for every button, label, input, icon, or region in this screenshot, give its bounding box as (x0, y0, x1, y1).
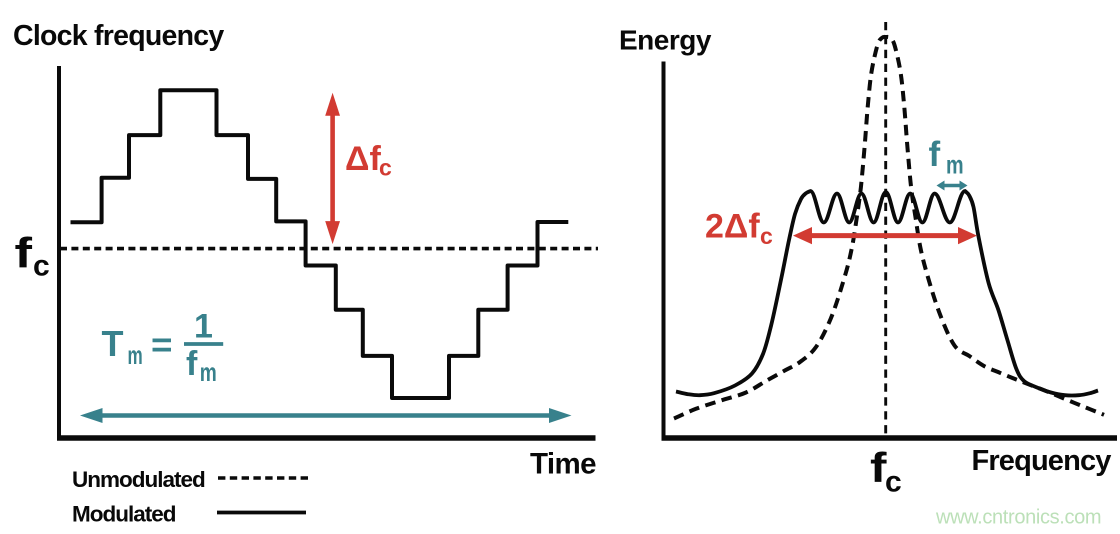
svg-text:Modulated: Modulated (72, 501, 176, 526)
svg-text:Δf: Δf (345, 140, 381, 178)
svg-text:Frequency: Frequency (972, 445, 1112, 477)
svg-text:f: f (15, 230, 33, 278)
svg-text:=: = (151, 327, 173, 365)
svg-text:f: f (186, 345, 198, 383)
svg-text:Clock frequency: Clock frequency (13, 20, 224, 52)
svg-text:T: T (102, 323, 124, 364)
svg-text:Energy: Energy (619, 25, 712, 56)
svg-text:f: f (929, 135, 941, 174)
svg-text:www.cntronics.com: www.cntronics.com (935, 507, 1101, 529)
svg-text:m: m (946, 150, 964, 180)
svg-text:m: m (128, 340, 143, 370)
svg-text:Time: Time (530, 448, 596, 481)
svg-text:Unmodulated: Unmodulated (72, 467, 205, 492)
svg-text:c: c (885, 466, 902, 499)
svg-text:1: 1 (194, 307, 213, 345)
svg-text:c: c (379, 155, 392, 181)
svg-text:c: c (33, 250, 50, 283)
svg-text:f: f (870, 444, 888, 491)
svg-text:m: m (200, 357, 217, 387)
svg-text:2Δf: 2Δf (705, 208, 760, 246)
svg-text:c: c (760, 223, 773, 249)
